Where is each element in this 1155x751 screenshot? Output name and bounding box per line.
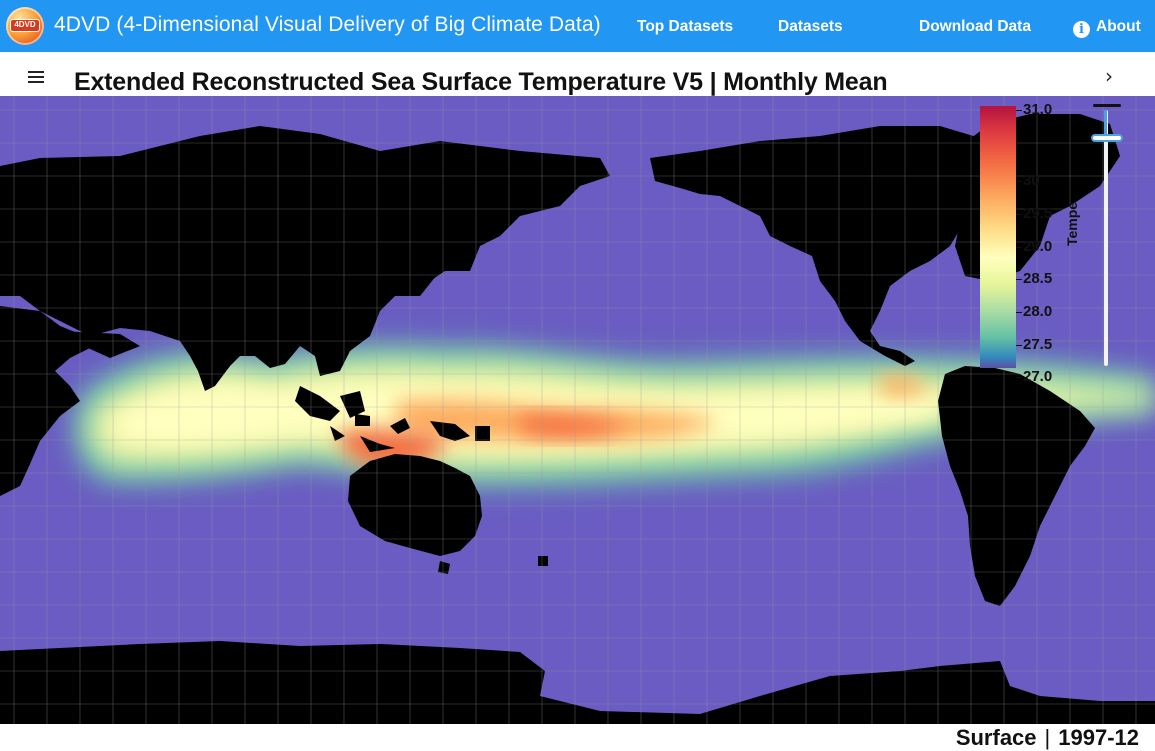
info-icon: i: [1073, 21, 1090, 38]
map-svg[interactable]: [0, 96, 1155, 724]
range-slider-track[interactable]: [1104, 110, 1108, 366]
range-slider-top-cap[interactable]: [1093, 104, 1121, 107]
colorbar-tick: 29.0: [1016, 238, 1052, 255]
chevron-right-icon[interactable]: ›: [1105, 64, 1113, 88]
land-masses: [0, 114, 1155, 724]
menu-icon[interactable]: [28, 71, 44, 83]
nav-about-label: About: [1096, 18, 1141, 35]
colorbar-tick: 30: [1016, 172, 1040, 189]
logo-text: 4DVD: [10, 19, 40, 32]
footer-separator: |: [1044, 725, 1051, 750]
colorbar-tick: 27.5: [1016, 336, 1052, 353]
climate-map[interactable]: 31.0 30 29.5 29.0 28.5 28.0 27.5 27.0 Te…: [0, 96, 1155, 724]
level-date-readout: Surface | 1997-12: [956, 725, 1139, 751]
colorbar: [980, 106, 1016, 368]
nav-about[interactable]: i About: [1073, 18, 1141, 38]
app-logo[interactable]: 4DVD: [6, 7, 44, 45]
range-slider-handle[interactable]: [1091, 134, 1123, 142]
app-brand-title[interactable]: 4DVD (4-Dimensional Visual Delivery of B…: [54, 13, 601, 36]
nav-datasets[interactable]: Datasets: [778, 18, 843, 35]
title-bar: Extended Reconstructed Sea Surface Tempe…: [0, 52, 1155, 96]
colorbar-tick: 28.5: [1016, 270, 1052, 287]
page-title: Extended Reconstructed Sea Surface Tempe…: [74, 68, 888, 96]
status-footer: Surface | 1997-12: [0, 724, 1155, 750]
colorbar-tick: 29.5: [1016, 205, 1052, 222]
map-grid: [0, 96, 1155, 724]
top-navbar: 4DVD 4DVD (4-Dimensional Visual Delivery…: [0, 0, 1155, 52]
nav-download-data[interactable]: Download Data: [919, 18, 1031, 35]
range-slider-fill: [1104, 110, 1107, 136]
nav-top-datasets[interactable]: Top Datasets: [637, 18, 734, 35]
colorbar-tick: 28.0: [1016, 303, 1052, 320]
colorbar-tick: 27.0: [1016, 368, 1052, 385]
level-label: Surface: [955, 725, 1037, 750]
colorbar-tick: 31.0: [1016, 101, 1052, 118]
date-label: 1997-12: [1058, 725, 1139, 750]
colorbar-ticks: 31.0 30 29.5 29.0 28.5 28.0 27.5 27.0: [1016, 101, 1076, 385]
colorbar-label: Tempe: [1064, 201, 1080, 246]
